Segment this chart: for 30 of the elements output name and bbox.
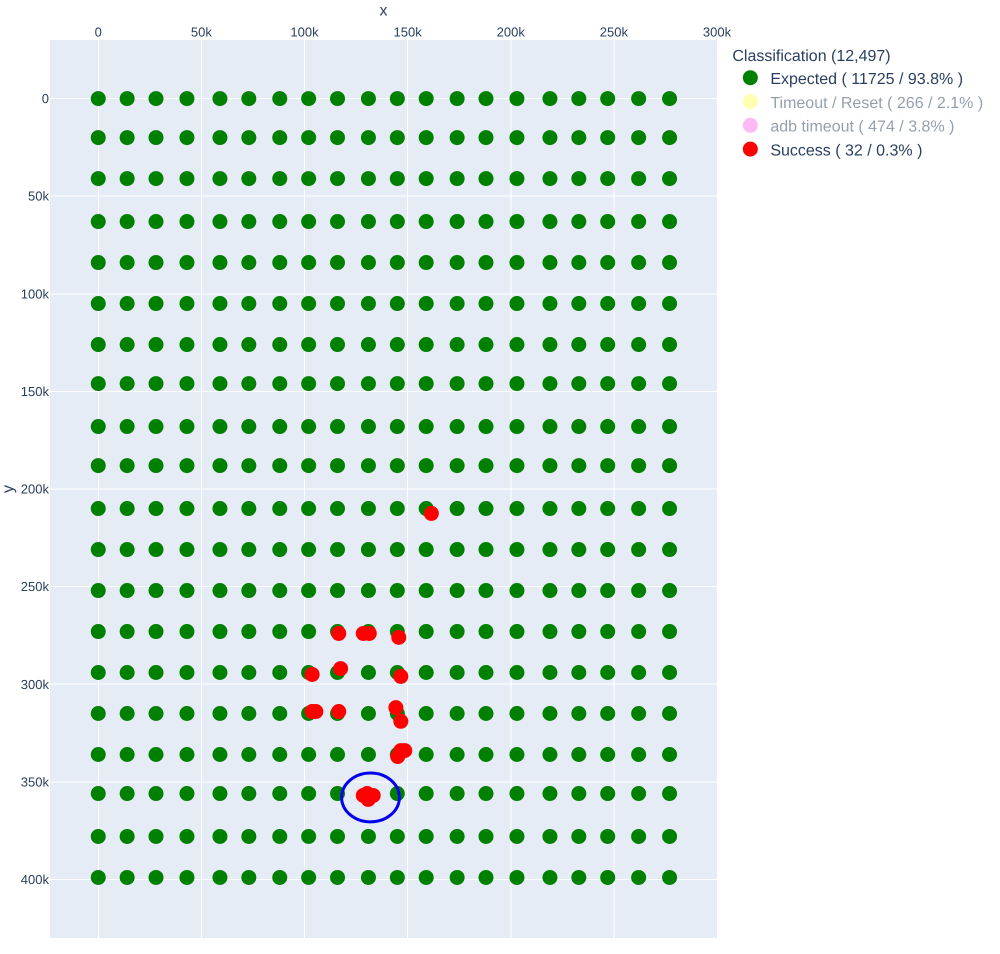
x-tick-label: 150k	[394, 24, 422, 40]
point	[388, 700, 404, 716]
legend-label: Expected ( 11725 / 93.8% )	[770, 70, 964, 88]
x-tick-label: 0	[94, 24, 102, 40]
point	[333, 661, 348, 676]
legend-title: Classification (12,497)	[732, 48, 891, 65]
y-tick-label: 200k	[20, 482, 50, 497]
y-tick-label: 100k	[20, 286, 50, 302]
y-tick-label: 150k	[20, 384, 50, 399]
point	[391, 630, 406, 645]
y-tick-label: 50k	[28, 188, 50, 204]
legend-label: Success ( 32 / 0.3% )	[770, 142, 922, 160]
x-tick-label: 100k	[290, 24, 320, 40]
x-tick-label: 300k	[702, 24, 732, 40]
point	[424, 506, 439, 521]
y-tick-label: 400k	[20, 872, 50, 887]
legend-label: adb timeout ( 474 / 3.8% )	[770, 118, 954, 136]
legend-label: Timeout / Reset ( 266 / 2.1% )	[770, 94, 984, 112]
y-tick-label: 0	[42, 91, 49, 106]
x-tick-label: 50k	[190, 24, 212, 40]
y-tick-label: 300k	[20, 676, 50, 692]
x-tick-label: 200k	[496, 24, 526, 40]
point	[393, 668, 408, 684]
y-axis-title: y	[0, 485, 17, 493]
y-tick-label: 250k	[20, 579, 50, 594]
y-tick-label: 350k	[20, 774, 50, 790]
point	[304, 666, 320, 682]
point	[393, 714, 408, 729]
x-axis-title: x	[380, 2, 388, 20]
x-tick-label: 250k	[600, 24, 628, 40]
